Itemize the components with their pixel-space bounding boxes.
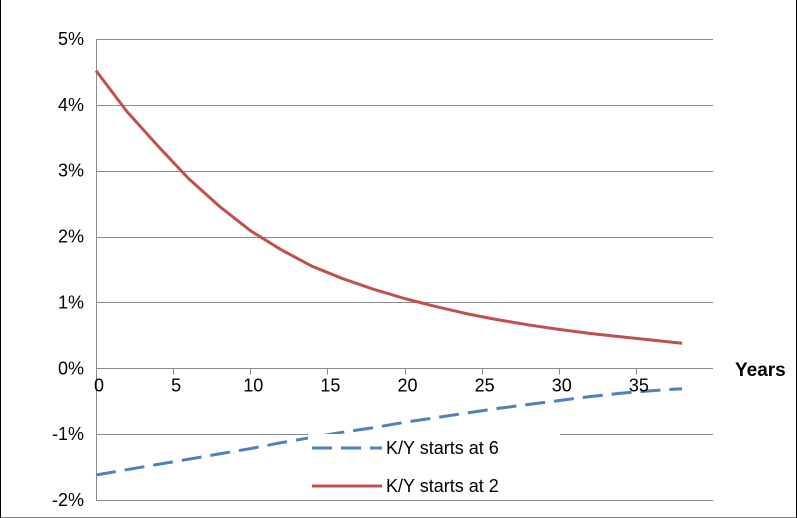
- x-tick-label-7: 35: [629, 376, 649, 396]
- y-tick-label-1: -1%: [52, 424, 84, 444]
- legend-label-1: K/Y starts at 2: [386, 476, 499, 496]
- y-tick-label-6: 4%: [58, 95, 84, 115]
- series-line-1: [94, 69, 683, 345]
- series-line-0: [95, 387, 683, 477]
- y-tick-label-4: 2%: [58, 227, 84, 247]
- x-axis-tick-labels: 0 5 10 15 20 25 30 35: [94, 376, 649, 396]
- legend-label-0: K/Y starts at 6: [386, 438, 499, 458]
- y-tick-label-0: -2%: [52, 490, 84, 510]
- x-tick-label-4: 20: [397, 376, 417, 396]
- x-axis-title: Years: [735, 360, 786, 381]
- x-tick-label-3: 15: [320, 376, 340, 396]
- x-tick-label-6: 30: [552, 376, 572, 396]
- y-tick-label-7: 5%: [58, 29, 84, 49]
- x-tick-label-2: 10: [243, 376, 263, 396]
- y-tick-label-5: 3%: [58, 161, 84, 181]
- series-layer: [94, 69, 683, 477]
- y-axis-tick-labels: -2% -1% 0% 1% 2% 3% 4% 5%: [52, 29, 84, 510]
- y-tick-label-3: 1%: [58, 292, 84, 312]
- x-tick-label-0: 0: [94, 376, 104, 396]
- x-tick-label-5: 25: [475, 376, 495, 396]
- legend: K/Y starts at 6 K/Y starts at 2: [308, 434, 560, 498]
- x-tick-label-1: 5: [171, 376, 181, 396]
- y-tick-label-2: 0%: [58, 358, 84, 378]
